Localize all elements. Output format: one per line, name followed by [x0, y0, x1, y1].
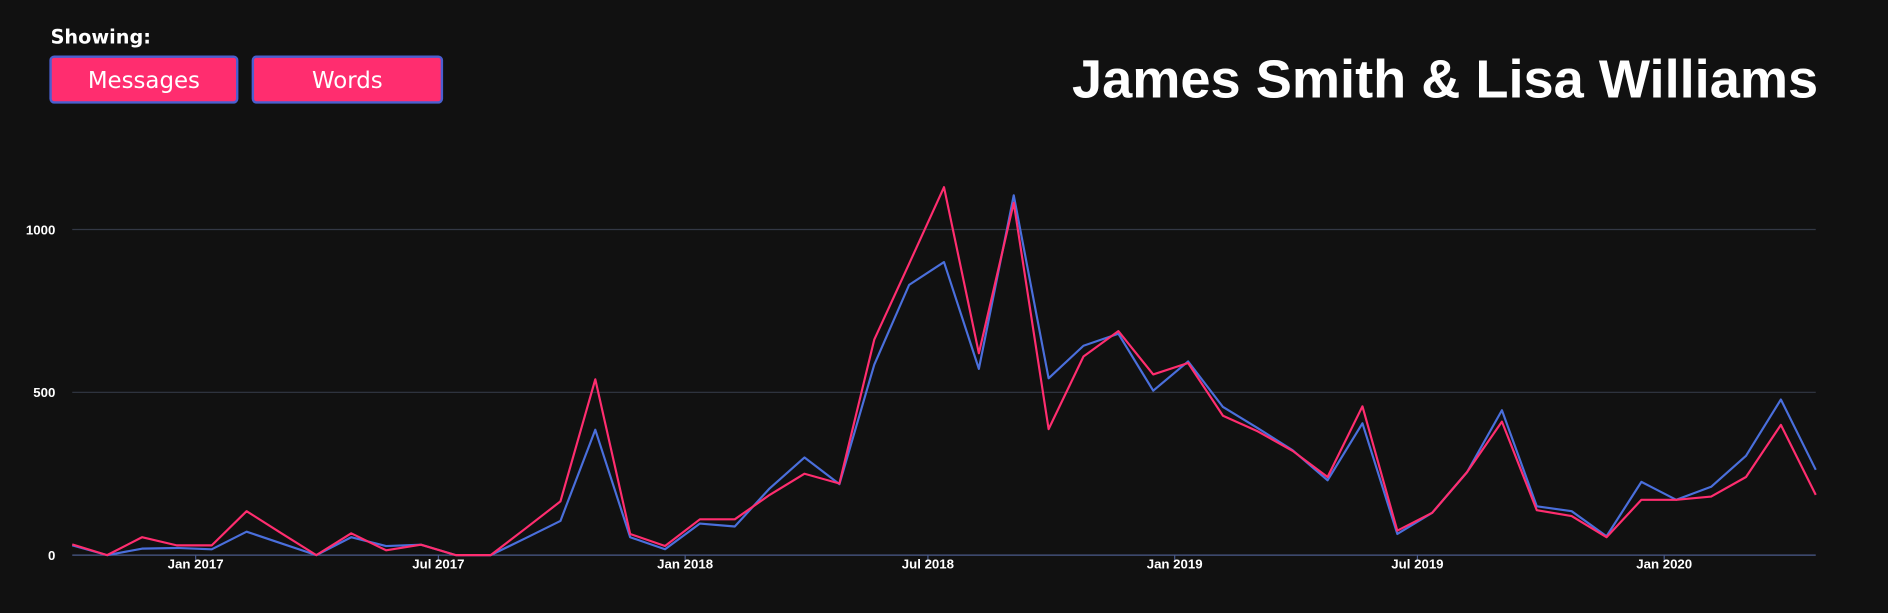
y-tick-label: 1000	[26, 222, 55, 237]
x-tick-label: Jan 2019	[1147, 556, 1203, 571]
x-tick-label: Jan 2020	[1636, 556, 1692, 571]
y-tick-label: 0	[48, 548, 55, 563]
chart-title: James Smith & Lisa Williams	[1072, 50, 1818, 110]
words-button[interactable]: Words	[251, 55, 444, 104]
messages-button[interactable]: Messages	[49, 55, 239, 104]
series-line	[71, 186, 1817, 557]
button-label[interactable]: Words	[312, 68, 383, 94]
button-background[interactable]	[251, 55, 444, 104]
y-tick-label: 500	[33, 385, 55, 400]
x-tick-label: Jul 2019	[1391, 556, 1443, 571]
x-tick-label: Jan 2017	[168, 556, 224, 571]
button-background[interactable]	[49, 55, 239, 104]
showing-label: Showing:	[51, 25, 151, 48]
button-label[interactable]: Messages	[88, 68, 200, 94]
x-tick-label: Jul 2017	[412, 556, 464, 571]
x-tick-label: Jan 2018	[657, 556, 713, 571]
x-tick-label: Jul 2018	[902, 556, 954, 571]
